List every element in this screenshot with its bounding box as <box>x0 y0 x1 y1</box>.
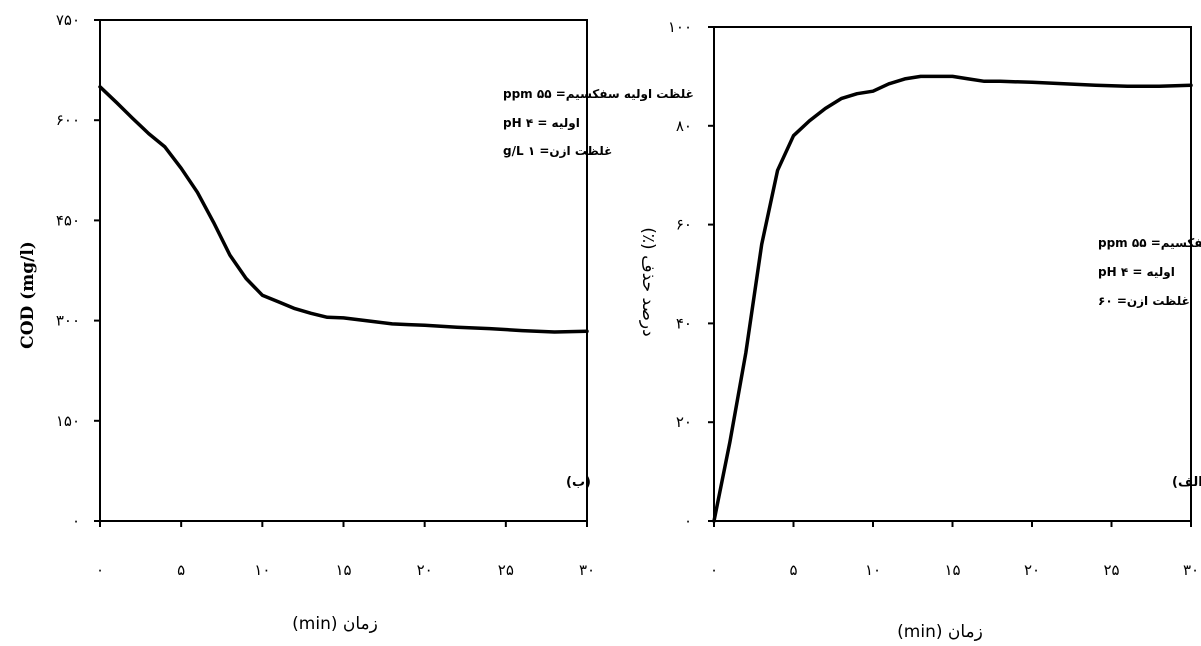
x-tick-label: ۳۰ <box>1183 561 1199 579</box>
x-tick-label: ۱۰ <box>865 561 881 579</box>
annotation-2: pH اولیه = ۴ <box>503 116 580 131</box>
x-tick-label: ۲۵ <box>498 561 514 579</box>
annotation-3: غلظت ازن= ۱ g/L <box>503 144 612 158</box>
series-line-removal <box>712 74 1193 523</box>
y-tick-label: ۷۵۰ <box>56 11 80 29</box>
annotation-box: غلظت اولیه سفکسیم= ۵۵ ppm pH اولیه = ۴ غ… <box>1098 236 1201 308</box>
y-tick-labels: ۰ ۱۵۰ ۳۰۰ ۴۵۰ ۶۰۰ ۷۵۰ <box>56 11 80 530</box>
annotation-2: pH اولیه = ۴ <box>1098 265 1175 280</box>
y-tick-label: ۳۰۰ <box>56 312 80 330</box>
x-tick-labels: ۰ ۵ ۱۰ ۱۵ ۲۰ ۲۵ ۳۰ <box>710 561 1199 579</box>
x-axis-label: زمان (min) <box>292 614 378 634</box>
y-tick-label: ۴۵۰ <box>56 211 80 229</box>
x-tick-label: ۰ <box>710 561 718 579</box>
y-tick-label: ۰ <box>684 512 692 530</box>
y-axis-label: درصد حذف (٪) <box>638 227 658 336</box>
x-tick-label: ۱۵ <box>335 561 351 579</box>
x-tick-labels: ۰ ۵ ۱۰ ۱۵ ۲۰ ۲۵ ۳۰ <box>96 561 595 579</box>
chart-removal-percent-vs-time: ۰ ۵ ۱۰ ۱۵ ۲۰ ۲۵ ۳۰ ۰ ۲۰ ۴۰ ۶۰ ۸۰ ۱۰۰ غلظت اولیه سفک… <box>638 18 1201 642</box>
x-tick-label: ۲۰ <box>417 561 433 579</box>
x-tick-label: ۱۰ <box>254 561 270 579</box>
y-ticks <box>94 19 100 522</box>
x-tick-label: ۱۵ <box>944 561 960 579</box>
x-tick-label: ۵ <box>177 561 185 579</box>
y-tick-labels: ۰ ۲۰ ۴۰ ۶۰ ۸۰ ۱۰۰ <box>668 18 692 530</box>
annotation-1: غلظت اولیه سفکسیم= ۵۵ ppm <box>1098 236 1201 251</box>
x-axis-label: زمان (min) <box>897 622 983 642</box>
x-tick-label: ۳۰ <box>579 561 595 579</box>
annotation-box: غلظت اولیه سفکسیم= ۵۵ ppm pH اولیه = ۴ غ… <box>503 87 694 158</box>
y-axis-label: COD (mg/l) <box>18 241 38 349</box>
y-tick-label: ۱۰۰ <box>668 18 692 36</box>
annotation-1: غلظت اولیه سفکسیم= ۵۵ ppm <box>503 87 694 102</box>
y-tick-label: ۴۰ <box>676 314 692 332</box>
annotation-3: غلظت ازن= ۶۰ <box>1098 294 1190 308</box>
x-tick-label: ۰ <box>96 561 104 579</box>
panel-label: (الف) <box>1172 475 1201 490</box>
x-ticks <box>713 521 1192 527</box>
series-line-cod <box>98 85 589 334</box>
y-tick-label: ۱۵۰ <box>56 412 80 430</box>
panel-label: (ب) <box>566 475 591 490</box>
y-tick-label: ۸۰ <box>676 117 692 135</box>
y-tick-label: ۶۰ <box>676 216 692 234</box>
x-tick-label: ۲۵ <box>1103 561 1119 579</box>
y-tick-label: ۶۰۰ <box>56 111 80 129</box>
y-tick-label: ۲۰ <box>676 413 692 431</box>
x-tick-label: ۵ <box>789 561 797 579</box>
x-ticks <box>99 521 588 527</box>
y-tick-label: ۰ <box>72 512 80 530</box>
x-tick-label: ۲۰ <box>1024 561 1040 579</box>
